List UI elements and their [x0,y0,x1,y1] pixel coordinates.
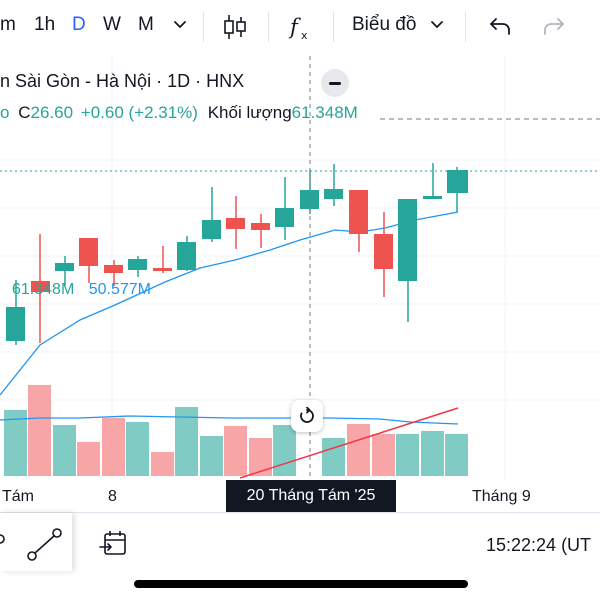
volume-value: 61.348M [291,103,358,122]
reset-icon [300,407,314,423]
candle-down [79,238,98,283]
volume-bar [322,438,345,476]
volume-bar [372,434,395,476]
volume-bars [4,385,468,476]
reset-chart-button[interactable] [291,400,323,432]
candle-up [275,177,294,240]
indicators-fx-icon[interactable]: f x [288,12,314,48]
drawing-tools-icon[interactable] [0,527,8,556]
interval-1h[interactable]: 1h [34,14,56,35]
candle-up [55,256,74,286]
candle-down [349,190,368,252]
interval-day[interactable]: D [72,14,86,35]
crosshair-date-label: 20 Tháng Tám '25 [226,480,396,512]
volume-ma-line [0,415,459,425]
close-value: 26.60 [30,103,74,122]
candle-up [128,256,147,277]
drawing-panel [0,513,72,571]
interval-minutes[interactable]: m [0,14,16,35]
bottom-toolbar: 15:22:24 (UT [0,512,600,572]
volume-bar [273,425,296,476]
candle-up [398,199,417,322]
volume-label: Khối lượng [207,103,292,122]
change-value: +0.60 (+2.31%) [80,103,198,122]
candle-down [374,212,393,297]
candle-up [447,167,468,212]
toolbar-divider [465,12,466,42]
volume-bar [175,407,198,476]
interval-week[interactable]: W [103,14,121,35]
volume-bar [421,431,444,476]
candle-down [153,246,172,273]
close-key: C [18,103,31,122]
volume-ma-value: 50.577M [88,281,151,298]
toolbar-divider [268,12,269,42]
volume-bar [224,426,247,476]
price-ma-line [0,211,459,396]
candle-up [423,163,442,199]
candle-up [324,164,343,206]
ohlc-prefix: o [0,103,10,122]
chart-canvas[interactable] [0,56,600,480]
top-toolbar: m 1h D W M f x Biểu đồ [0,0,600,54]
volume-bar [445,434,468,476]
chevron-down-icon[interactable] [172,16,188,38]
svg-text:x: x [301,29,308,42]
volume-bar [53,425,76,476]
volume-bar [200,436,223,476]
toolbar-divider [203,12,204,42]
volume-bar [249,438,272,476]
go-to-date-icon[interactable] [99,530,127,563]
volume-bar [396,434,419,476]
trend-line-icon[interactable] [27,528,63,567]
candle-up [177,236,196,271]
time-tick: 8 [108,488,117,505]
user-trend-line[interactable] [239,407,459,479]
candlestick-icon[interactable] [222,13,248,47]
volume-pane-value: 61.348M [12,281,75,298]
time-tick: Tám [2,488,34,505]
chart-pane[interactable] [0,56,600,480]
candle-down [104,260,123,286]
session-clock[interactable]: 15:22:24 (UT [486,535,592,555]
volume-bar [151,452,174,476]
volume-bar [126,422,149,476]
interval-month[interactable]: M [138,14,154,35]
ohlc-legend: o C26.60 +0.60 (+2.31%) Khối lượng61.348… [0,103,358,123]
volume-bar [102,418,125,476]
time-tick: Tháng 9 [472,488,531,505]
toolbar-divider [333,12,334,42]
candle-down [251,214,270,248]
chart-type-label[interactable]: Biểu đồ [352,14,417,35]
symbol-title[interactable]: n Sài Gòn - Hà Nội · 1D · HNX [0,71,245,91]
collapse-legend-button[interactable] [321,69,349,97]
candles [6,163,468,345]
svg-text:f: f [288,15,301,39]
volume-bar [28,385,51,476]
volume-bar [4,410,27,476]
candle-down [31,234,50,343]
volume-bar [347,424,370,476]
candle-up [202,187,221,242]
home-indicator[interactable] [134,580,468,588]
candle-up [6,280,25,345]
volume-pane-legend: 61.348M 50.577M [12,281,151,299]
volume-bar [77,442,100,476]
chevron-down-icon[interactable] [429,16,445,38]
candle-down [226,196,245,249]
undo-icon[interactable] [488,15,512,43]
redo-icon[interactable] [542,15,566,43]
